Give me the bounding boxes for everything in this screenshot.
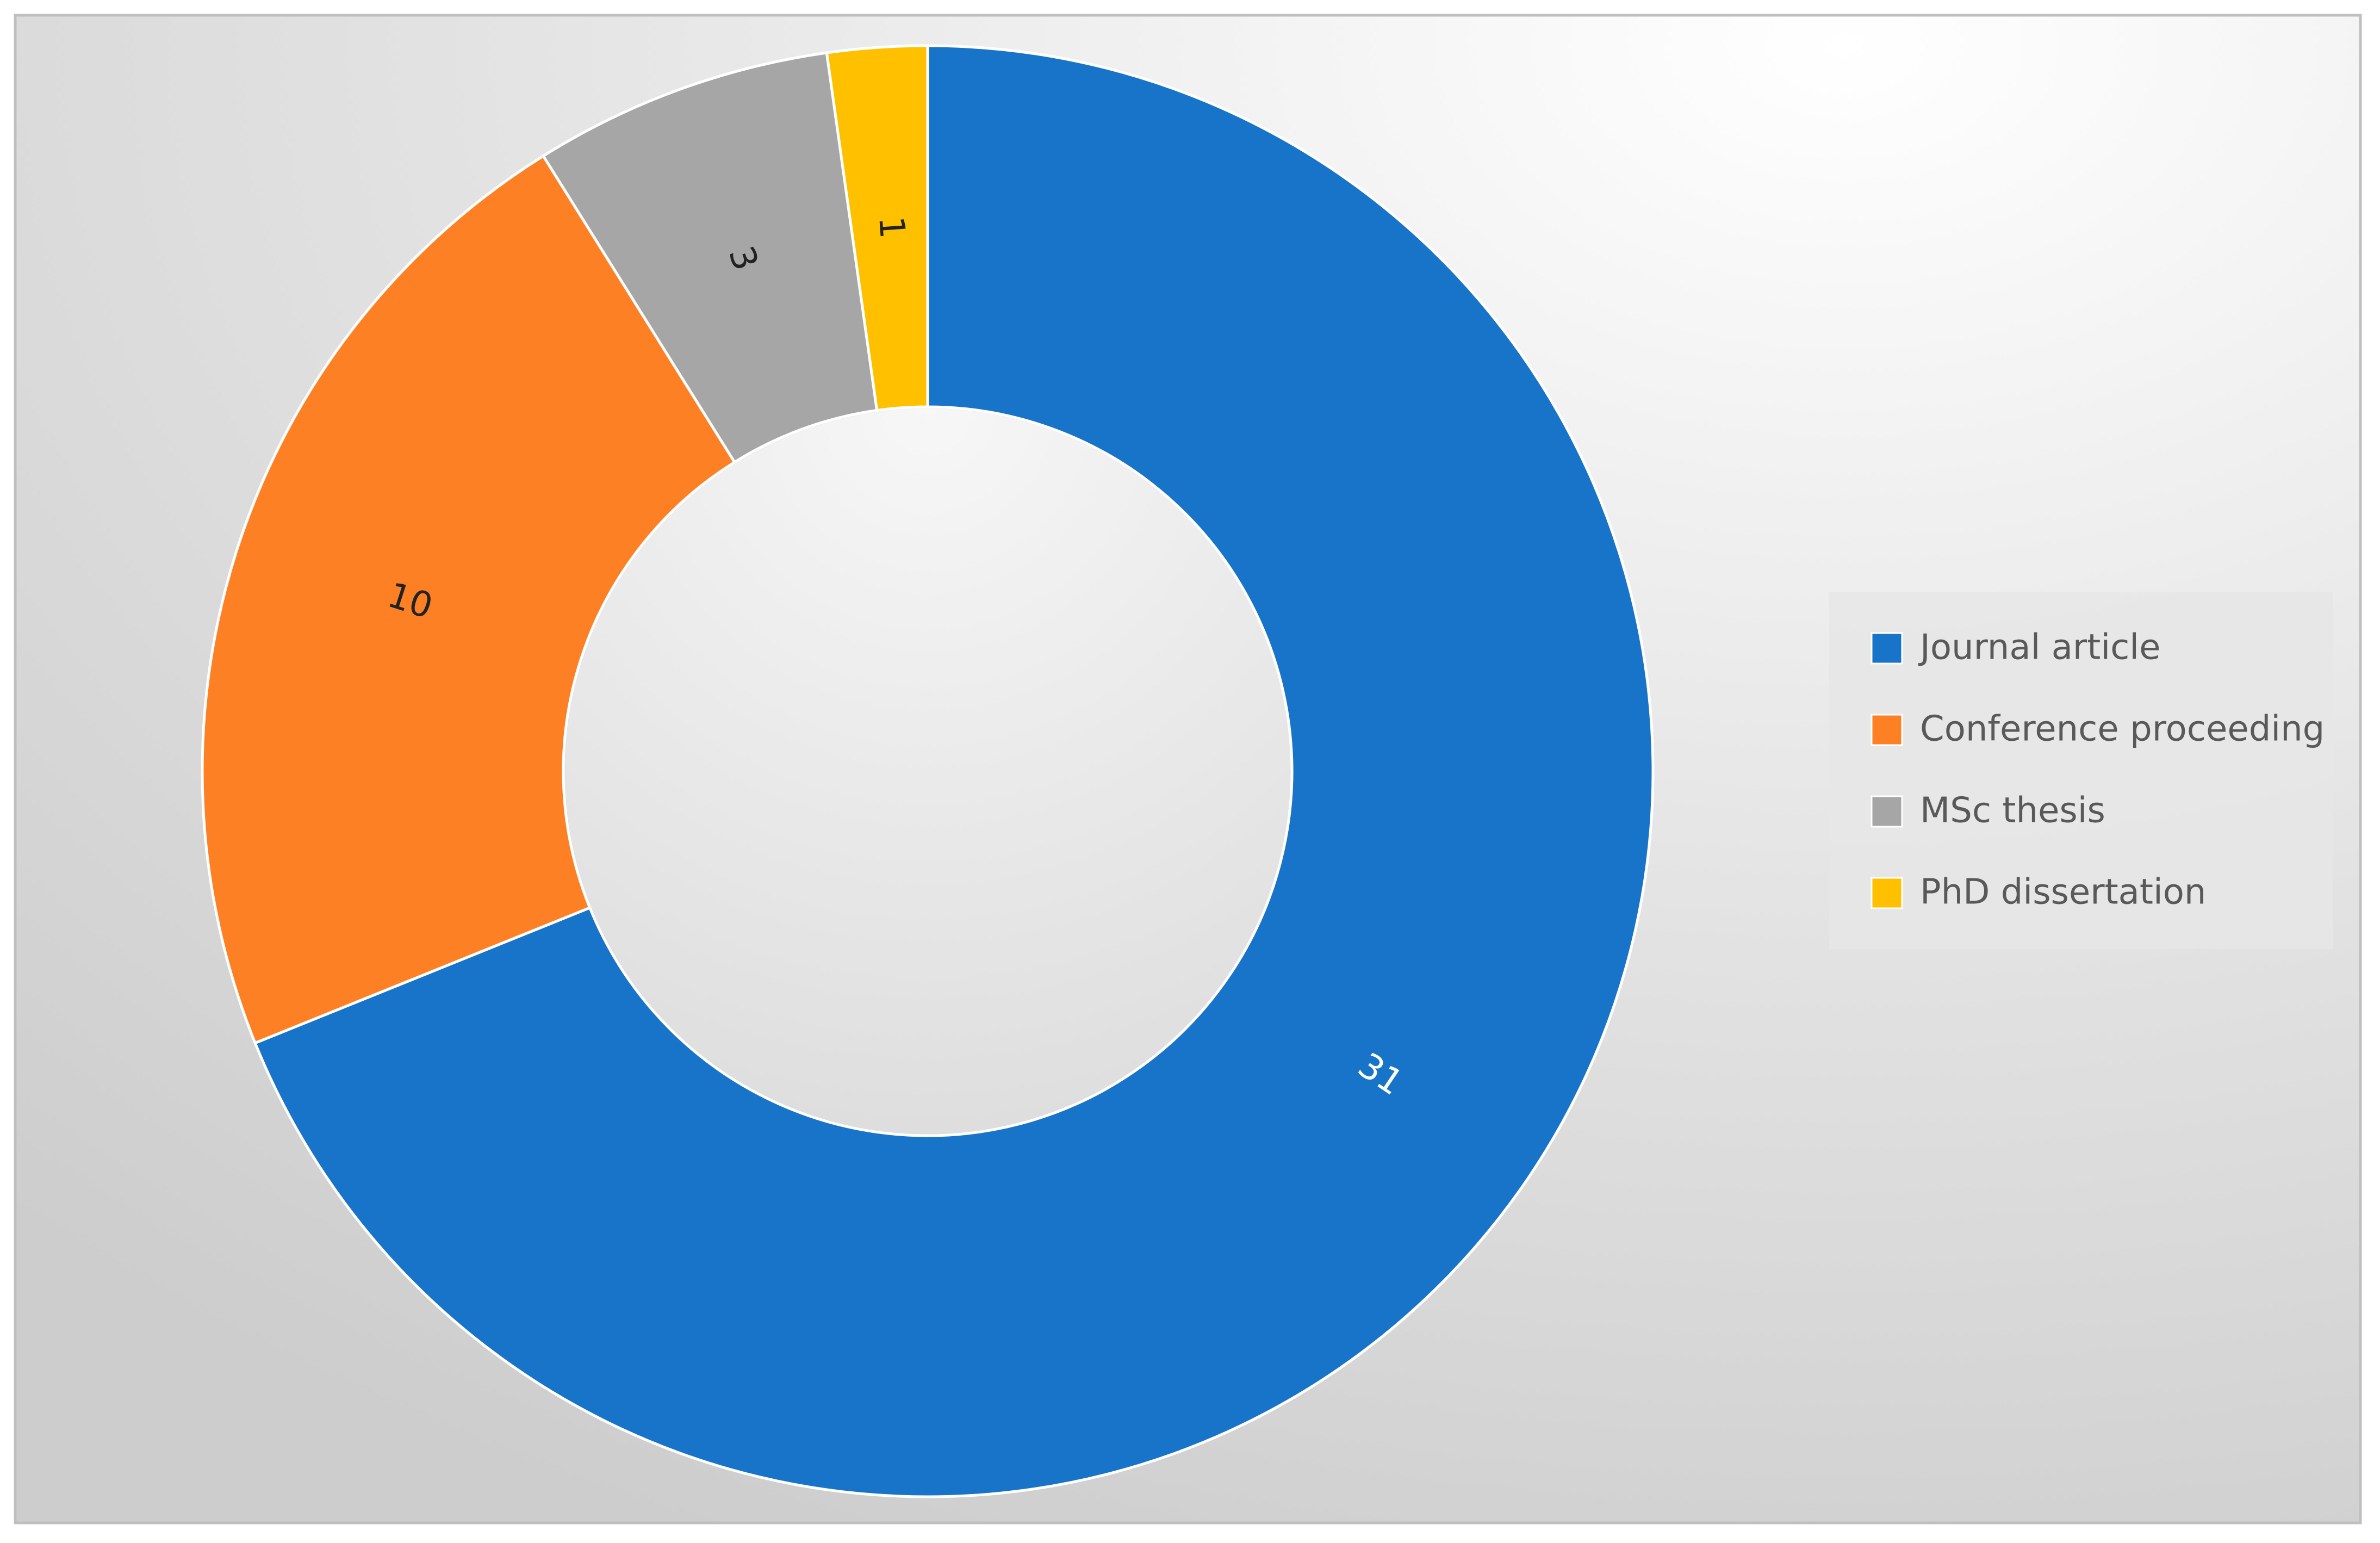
donut-slice <box>253 44 1655 1498</box>
legend-swatch <box>1871 714 1903 746</box>
data-label: 1 <box>871 215 912 240</box>
donut-slice <box>201 154 737 1045</box>
donut-slice <box>825 44 929 412</box>
donut-slice <box>541 51 879 464</box>
legend-label: Conference proceeding <box>1920 709 2325 749</box>
legend-box <box>1829 592 2333 949</box>
legend-label: Journal article <box>1918 628 2160 668</box>
donut-hole <box>565 408 1290 1134</box>
legend-swatch <box>1871 795 1903 828</box>
legend-label: PhD dissertation <box>1920 872 2206 913</box>
legend-swatch <box>1871 632 1903 665</box>
legend-label: MSc thesis <box>1920 791 2105 831</box>
legend-swatch <box>1871 877 1903 909</box>
